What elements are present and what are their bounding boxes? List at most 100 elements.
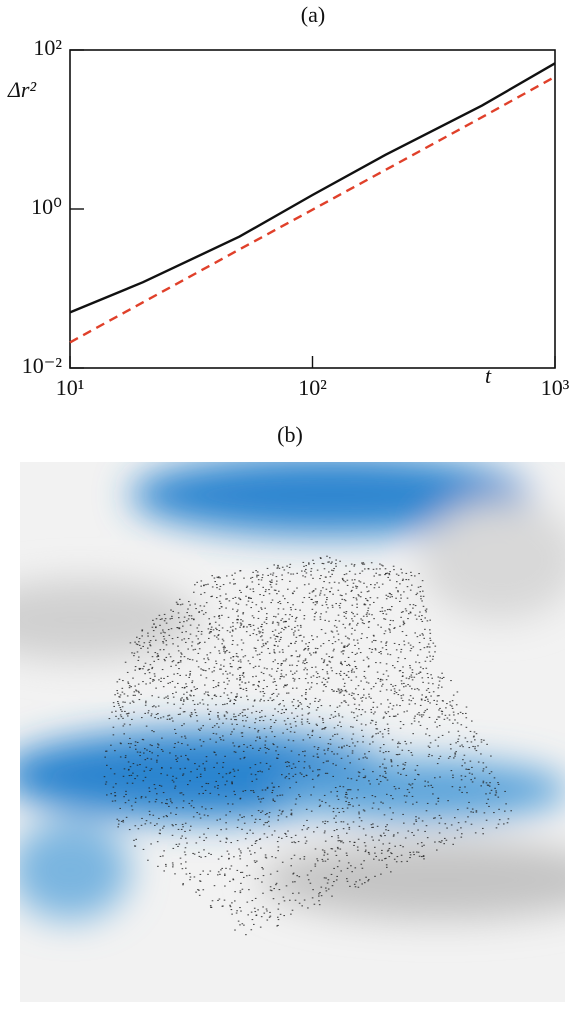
bird [131,782,134,784]
bird [185,686,188,688]
bird [369,604,371,606]
bird [222,739,225,741]
bird [357,771,360,773]
bird [490,755,492,757]
bird [385,598,388,600]
bird [299,624,302,626]
bird [329,661,332,663]
bird [220,739,222,741]
bird [468,801,470,803]
bird [474,739,476,741]
bird [244,709,246,711]
bird [327,888,330,890]
bird [262,688,265,690]
bird [208,623,211,625]
bird [371,795,374,797]
bird [428,753,431,755]
bird [283,676,285,678]
bird [217,638,220,640]
bird [390,683,392,685]
bird [122,725,125,727]
bird [413,823,415,825]
bird [443,843,445,845]
bird [325,604,328,606]
bird [415,673,418,675]
bird [123,796,125,798]
bird [152,635,155,637]
bird [436,695,439,697]
bird [337,688,340,690]
bird [168,653,170,655]
bird [193,619,195,621]
bird [333,881,335,883]
bird [217,787,219,789]
bird [324,632,327,634]
bird [320,895,323,897]
bird [343,700,345,702]
bird [298,760,300,762]
bird [370,711,373,713]
bird [351,579,354,581]
bird [438,680,441,682]
bird [433,817,435,819]
bird [218,624,221,626]
bird [337,837,340,839]
bird [104,756,106,758]
bird [314,666,317,668]
bird [373,635,375,637]
bird [422,855,425,857]
bird [326,882,329,884]
bird [330,848,333,850]
bird [217,682,220,684]
bird [387,675,390,677]
bird [225,598,227,600]
bird [425,825,428,827]
bird [145,700,147,702]
bird [207,815,209,817]
bird [290,812,293,814]
bird [263,912,266,914]
bird [329,591,331,593]
bird [270,726,272,728]
bird [182,794,185,796]
bird [220,829,222,831]
bird [313,616,316,618]
bird [362,828,365,830]
bird [187,658,189,660]
bird [250,577,252,579]
bird [336,807,339,809]
bird [304,647,307,649]
bird [399,727,402,729]
bird [231,913,233,915]
bird [385,642,387,644]
bird [122,821,125,823]
bird [379,610,382,612]
bird [264,854,267,856]
bird [116,692,119,694]
bird [294,881,296,883]
bird [202,889,205,891]
bird [189,780,191,782]
bird [437,687,440,689]
bird [250,773,253,775]
bird [381,647,384,649]
x-axis-label: t [485,363,492,388]
bird [253,700,256,702]
bird [400,594,402,596]
bird [214,751,216,753]
bird [117,823,120,825]
bird [387,829,390,831]
bird [122,819,124,821]
bird [324,823,326,825]
bird [251,576,254,578]
bird [314,613,316,615]
bird [368,696,371,698]
bird [317,769,319,771]
bird [255,914,258,916]
bird [114,795,117,797]
bird [416,688,419,690]
bird [285,685,287,687]
bird [318,895,320,897]
bird [311,729,314,731]
bird [287,739,290,741]
